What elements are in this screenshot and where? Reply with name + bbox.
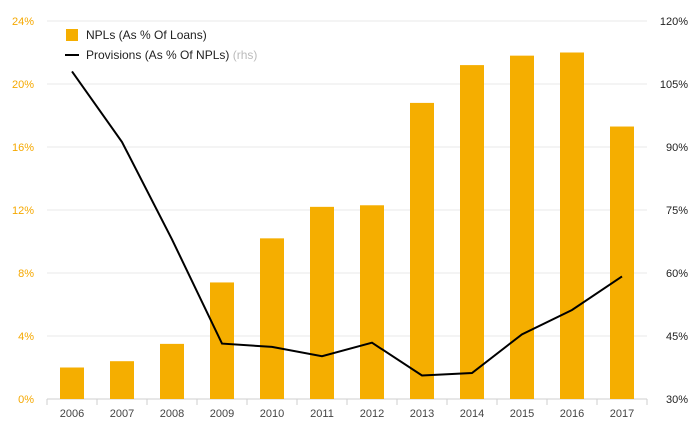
- npl-bar: [360, 205, 384, 399]
- x-axis: 2006 2007 2008 2009 2010 2011 2012 2013 2014 2015…: [46, 399, 648, 420]
- x-tick-label: 2012: [360, 408, 384, 420]
- left-tick-label: 12%: [12, 205, 34, 217]
- legend: NPLs (As % Of Loans) Provisions (As % Of…: [65, 28, 257, 62]
- right-tick-label: 105%: [660, 79, 688, 91]
- left-tick-label: 8%: [18, 268, 34, 280]
- x-tick-label: 2007: [110, 408, 134, 420]
- x-tick-label: 2016: [560, 408, 584, 420]
- npl-bar: [560, 52, 584, 399]
- right-tick-label: 45%: [666, 331, 688, 343]
- left-y-axis: 0% 4% 8% 12% 16% 20% 24%: [12, 16, 34, 406]
- npl-bar: [610, 126, 634, 400]
- npl-bar: [460, 65, 484, 399]
- npl-bar: [310, 206, 334, 399]
- provisions-line: [71, 70, 623, 377]
- npl-bar: [210, 282, 234, 399]
- x-tick-label: 2010: [260, 408, 284, 420]
- right-tick-label: 90%: [666, 142, 688, 154]
- legend-bar-swatch: [66, 29, 78, 41]
- x-tick-label: 2008: [160, 408, 184, 420]
- right-tick-label: 120%: [660, 16, 688, 28]
- right-y-axis: 30% 45% 60% 75% 90% 105% 120%: [660, 16, 688, 406]
- left-tick-label: 0%: [18, 394, 34, 406]
- npl-bar: [60, 367, 84, 399]
- right-tick-label: 60%: [666, 268, 688, 280]
- legend-line-label: Provisions (As % Of NPLs): [86, 48, 229, 62]
- left-tick-label: 16%: [12, 142, 34, 154]
- x-tick-label: 2009: [210, 408, 234, 420]
- x-tick-label: 2013: [410, 408, 434, 420]
- x-tick-label: 2017: [610, 408, 634, 420]
- npl-bar: [160, 343, 184, 399]
- legend-line-text: Provisions (As % Of NPLs) (rhs): [86, 48, 257, 62]
- legend-line-suffix: (rhs): [233, 48, 258, 62]
- npl-bars: [60, 52, 634, 400]
- legend-bar-label: NPLs (As % Of Loans): [86, 28, 207, 42]
- gridlines: [47, 20, 647, 400]
- x-tick-label: 2015: [510, 408, 534, 420]
- npl-bar: [410, 102, 434, 400]
- right-tick-label: 75%: [666, 205, 688, 217]
- npl-bar: [260, 238, 284, 399]
- x-tick-label: 2006: [60, 408, 84, 420]
- left-tick-label: 24%: [12, 16, 34, 28]
- x-tick-label: 2011: [310, 408, 334, 420]
- left-tick-label: 4%: [18, 331, 34, 343]
- left-tick-label: 20%: [12, 79, 34, 91]
- provisions-line-path: [71, 70, 623, 377]
- right-tick-label: 30%: [666, 394, 688, 406]
- x-tick-label: 2014: [460, 408, 484, 420]
- npl-bar: [510, 55, 534, 400]
- npl-bar: [110, 361, 134, 399]
